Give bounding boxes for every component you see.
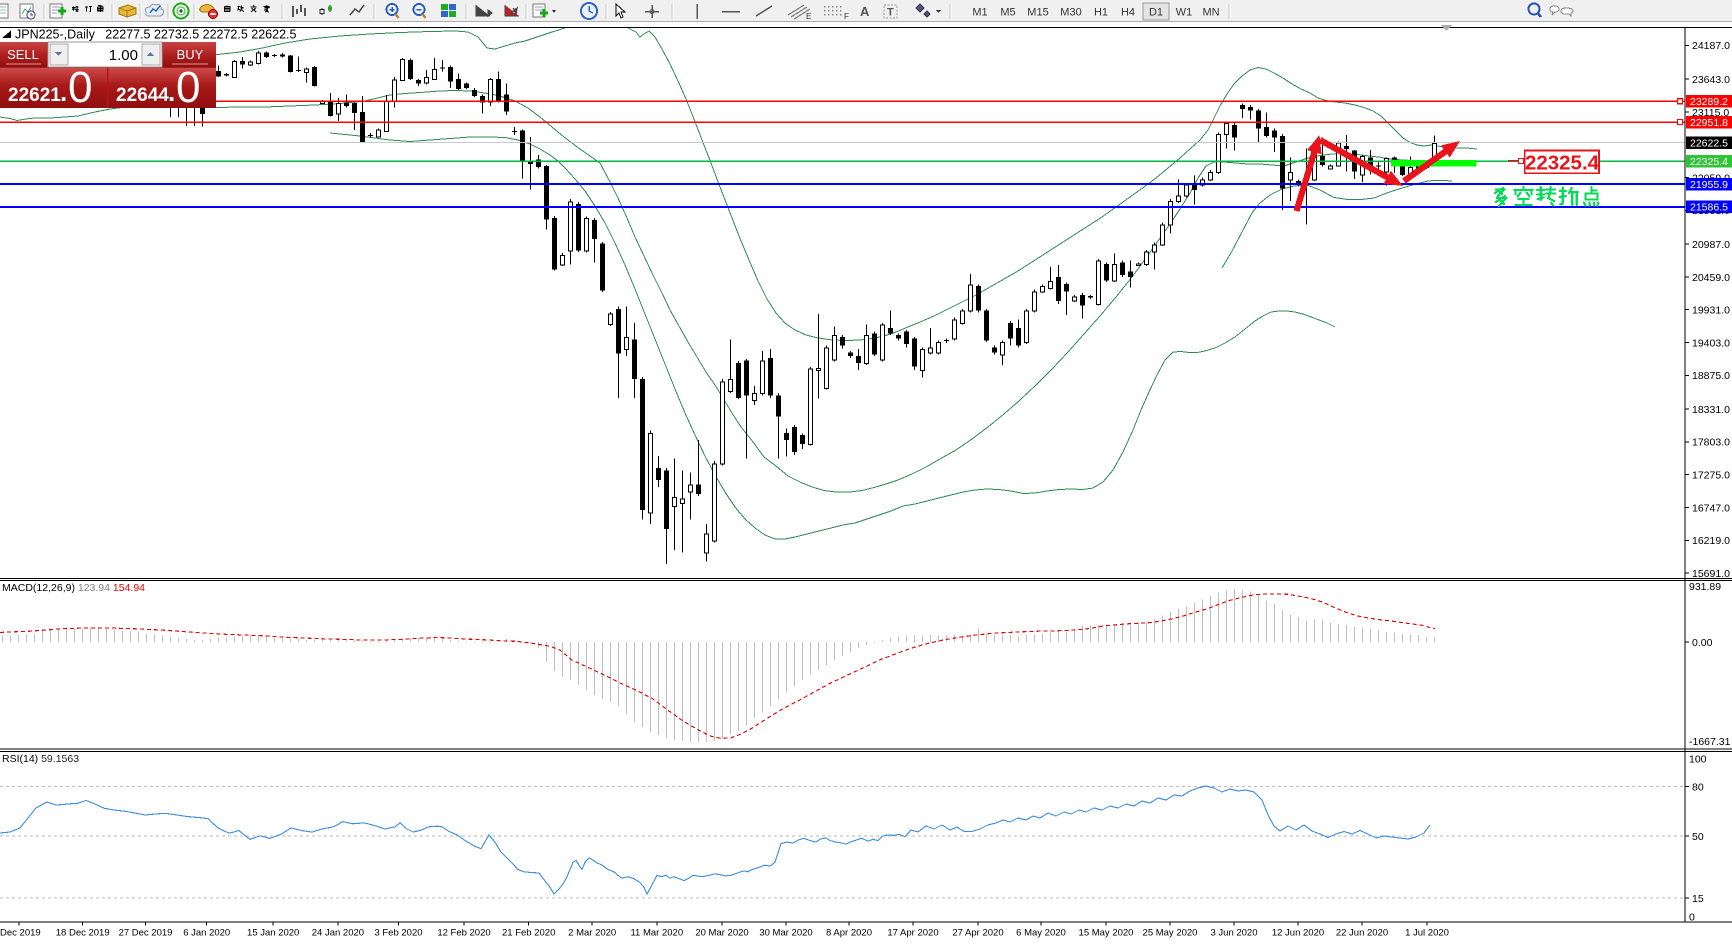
- svg-text:3 Feb 2020: 3 Feb 2020: [374, 928, 422, 939]
- svg-text:23115.0: 23115.0: [1692, 107, 1729, 119]
- svg-text:24 Jan 2020: 24 Jan 2020: [312, 928, 364, 939]
- svg-text:17275.0: 17275.0: [1692, 470, 1730, 482]
- svg-text:M5: M5: [1000, 7, 1015, 19]
- svg-text:21 Feb 2020: 21 Feb 2020: [502, 928, 555, 939]
- svg-text:Dec 2019: Dec 2019: [0, 928, 41, 939]
- svg-text:22 Jun 2020: 22 Jun 2020: [1336, 928, 1388, 939]
- svg-text:15 May 2020: 15 May 2020: [1079, 928, 1134, 939]
- svg-text:1.00: 1.00: [109, 47, 138, 64]
- svg-text:22325.4: 22325.4: [1525, 151, 1600, 174]
- svg-text:15: 15: [1692, 893, 1704, 905]
- svg-text:21955.9: 21955.9: [1690, 179, 1728, 191]
- svg-text:11 Mar 2020: 11 Mar 2020: [630, 928, 683, 939]
- svg-text:6 Jan 2020: 6 Jan 2020: [183, 928, 230, 939]
- svg-text:20987.0: 20987.0: [1692, 239, 1730, 251]
- svg-text:15691.0: 15691.0: [1692, 568, 1730, 580]
- svg-text:-1667.31: -1667.31: [1689, 736, 1731, 748]
- svg-text:T: T: [887, 7, 894, 19]
- svg-text:23643.0: 23643.0: [1692, 74, 1730, 86]
- svg-text:0: 0: [1689, 912, 1695, 924]
- svg-text:21586.5: 21586.5: [1690, 202, 1728, 214]
- svg-text:24187.0: 24187.0: [1692, 40, 1730, 52]
- svg-text:3 Jun 2020: 3 Jun 2020: [1210, 928, 1257, 939]
- svg-text:E: E: [806, 12, 811, 21]
- svg-text:22621: 22621: [8, 85, 61, 106]
- svg-text:18 Dec 2019: 18 Dec 2019: [56, 928, 110, 939]
- svg-text:1 Jul 2020: 1 Jul 2020: [1405, 928, 1449, 939]
- svg-text:0.00: 0.00: [1692, 637, 1713, 649]
- svg-text:15 Jan 2020: 15 Jan 2020: [247, 928, 299, 939]
- svg-text:.: .: [60, 77, 67, 107]
- svg-text:JPN225-,Daily 22277.5 22732.: JPN225-,Daily 22277.5 22732.5 22272.5 22…: [15, 28, 297, 42]
- svg-text:16219.0: 16219.0: [1692, 535, 1730, 547]
- svg-text:0: 0: [176, 63, 200, 112]
- svg-text:2 Mar 2020: 2 Mar 2020: [568, 928, 616, 939]
- svg-text:16747.0: 16747.0: [1692, 502, 1730, 514]
- svg-text:SELL: SELL: [7, 47, 39, 62]
- svg-text:100: 100: [1689, 754, 1707, 766]
- svg-text:18331.0: 18331.0: [1692, 404, 1730, 416]
- svg-text:25 May 2020: 25 May 2020: [1143, 928, 1198, 939]
- svg-text:M15: M15: [1027, 7, 1048, 19]
- svg-text:M1: M1: [972, 7, 987, 19]
- svg-text:22325.4: 22325.4: [1690, 156, 1728, 168]
- svg-text:27 Dec 2019: 27 Dec 2019: [119, 928, 173, 939]
- svg-text:19931.0: 19931.0: [1692, 305, 1730, 317]
- svg-text:80: 80: [1692, 782, 1704, 794]
- svg-text:MN: MN: [1202, 7, 1219, 19]
- svg-text:22951.8: 22951.8: [1690, 117, 1728, 129]
- svg-text:30 Mar 2020: 30 Mar 2020: [759, 928, 812, 939]
- svg-text:F: F: [844, 12, 849, 21]
- svg-text:22622.5: 22622.5: [1690, 137, 1728, 149]
- svg-text:H4: H4: [1121, 7, 1135, 19]
- svg-text:27 Apr 2020: 27 Apr 2020: [952, 928, 1003, 939]
- svg-text:0: 0: [68, 63, 92, 112]
- svg-text:931.89: 931.89: [1689, 581, 1721, 593]
- svg-text:19403.0: 19403.0: [1692, 337, 1730, 349]
- svg-text:H1: H1: [1094, 7, 1108, 19]
- svg-text:M30: M30: [1060, 7, 1081, 19]
- svg-text:.: .: [168, 77, 175, 107]
- svg-text:22644: 22644: [116, 85, 169, 106]
- svg-text:6 May 2020: 6 May 2020: [1016, 928, 1066, 939]
- svg-text:20 Mar 2020: 20 Mar 2020: [695, 928, 748, 939]
- svg-text:12 Jun 2020: 12 Jun 2020: [1272, 928, 1324, 939]
- svg-text:MACD(12,26,9) 123.94 154.94: MACD(12,26,9) 123.94 154.94: [2, 582, 145, 594]
- svg-text:18875.0: 18875.0: [1692, 370, 1730, 382]
- svg-text:W1: W1: [1176, 7, 1193, 19]
- svg-text:50: 50: [1692, 831, 1704, 843]
- svg-text:20459.0: 20459.0: [1692, 272, 1730, 284]
- svg-text:A: A: [860, 4, 870, 19]
- svg-text:23289.2: 23289.2: [1690, 96, 1728, 108]
- svg-text:D1: D1: [1149, 7, 1163, 19]
- svg-text:BUY: BUY: [177, 47, 204, 62]
- svg-text:RSI(14) 59.1563: RSI(14) 59.1563: [2, 753, 79, 765]
- svg-text:12 Feb 2020: 12 Feb 2020: [437, 928, 490, 939]
- svg-text:17 Apr 2020: 17 Apr 2020: [887, 928, 938, 939]
- svg-text:17803.0: 17803.0: [1692, 437, 1730, 449]
- svg-text:8 Apr 2020: 8 Apr 2020: [826, 928, 872, 939]
